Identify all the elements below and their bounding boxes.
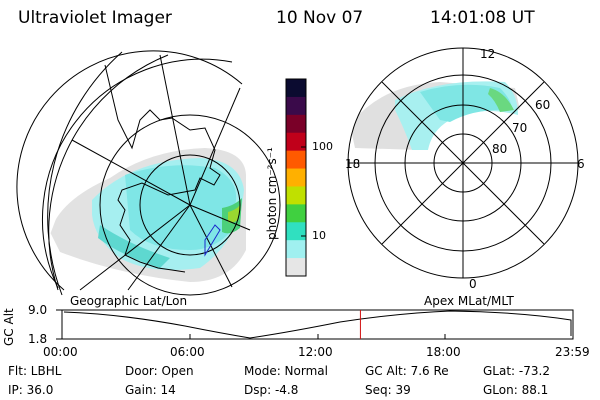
mlt-label-12: 12 bbox=[480, 47, 496, 61]
mlt-label-6: 6 bbox=[577, 157, 585, 171]
colorbar-segment bbox=[286, 132, 306, 152]
status-gain: Gain: 14 bbox=[125, 383, 176, 397]
timeline-ytick-bottom: 1.8 bbox=[28, 332, 48, 346]
time-label: 14:01:08 UT bbox=[430, 8, 535, 28]
left-auroral-image bbox=[50, 148, 246, 282]
colorbar-segment bbox=[286, 186, 306, 205]
colorbar-segment bbox=[286, 96, 306, 116]
colorbar-tick-100: 100 bbox=[312, 140, 333, 153]
status-mode: Mode: Normal bbox=[244, 364, 328, 378]
colorbar-segment bbox=[286, 258, 306, 277]
timeline-xtick-1800: 18:00 bbox=[426, 345, 461, 359]
right-map-caption: Apex MLat/MLT bbox=[424, 294, 514, 308]
colorbar-segment bbox=[286, 150, 306, 170]
colorbar-segment bbox=[286, 79, 306, 98]
lat-label-60: 60 bbox=[535, 98, 551, 112]
colorbar bbox=[286, 79, 306, 277]
colorbar-segment bbox=[286, 168, 306, 187]
status-seq: Seq: 39 bbox=[365, 383, 411, 397]
timeline-ytick-top: 9.0 bbox=[28, 303, 48, 317]
timeline-xtick-2359: 23:59 bbox=[555, 345, 590, 359]
colorbar-segment bbox=[286, 222, 306, 241]
colorbar-unit-label: photon cm⁻²s⁻¹ bbox=[265, 147, 279, 240]
mlt-label-0: 0 bbox=[469, 277, 477, 291]
colorbar-tick-10: 10 bbox=[312, 229, 326, 242]
colorbar-segment bbox=[286, 114, 306, 134]
status-glon: GLon: 88.1 bbox=[483, 383, 549, 397]
coastline bbox=[104, 64, 221, 273]
status-ip: IP: 36.0 bbox=[8, 383, 54, 397]
instrument-title: Ultraviolet Imager bbox=[18, 8, 172, 28]
colorbar-frame bbox=[285, 78, 307, 277]
timeline-xtick-1200: 12:00 bbox=[298, 345, 333, 359]
altitude-curve bbox=[63, 310, 572, 339]
colorbar-segment bbox=[286, 204, 306, 223]
lat-label-70: 70 bbox=[512, 121, 528, 135]
timeline-ticks bbox=[56, 309, 446, 340]
colorbar-segment bbox=[286, 240, 306, 259]
timeline-xtick-0000: 00:00 bbox=[43, 345, 78, 359]
lat-label-80: 80 bbox=[492, 142, 508, 156]
status-flt: Flt: LBHL bbox=[8, 364, 62, 378]
polar-grid bbox=[347, 47, 579, 279]
status-dsp: Dsp: -4.8 bbox=[244, 383, 299, 397]
left-map-grid bbox=[16, 50, 281, 296]
timeline-xtick-0600: 06:00 bbox=[170, 345, 205, 359]
timeline-ylabel: GC Alt bbox=[2, 308, 16, 346]
status-glat: GLat: -73.2 bbox=[483, 364, 550, 378]
date-label: 10 Nov 07 bbox=[276, 8, 364, 28]
satellite-track bbox=[204, 224, 221, 257]
mlt-label-18: 18 bbox=[345, 157, 361, 171]
right-auroral-image bbox=[350, 81, 520, 150]
status-door: Door: Open bbox=[125, 364, 194, 378]
status-gc-alt: GC Alt: 7.6 Re bbox=[365, 364, 449, 378]
left-map-caption: Geographic Lat/Lon bbox=[70, 294, 188, 308]
